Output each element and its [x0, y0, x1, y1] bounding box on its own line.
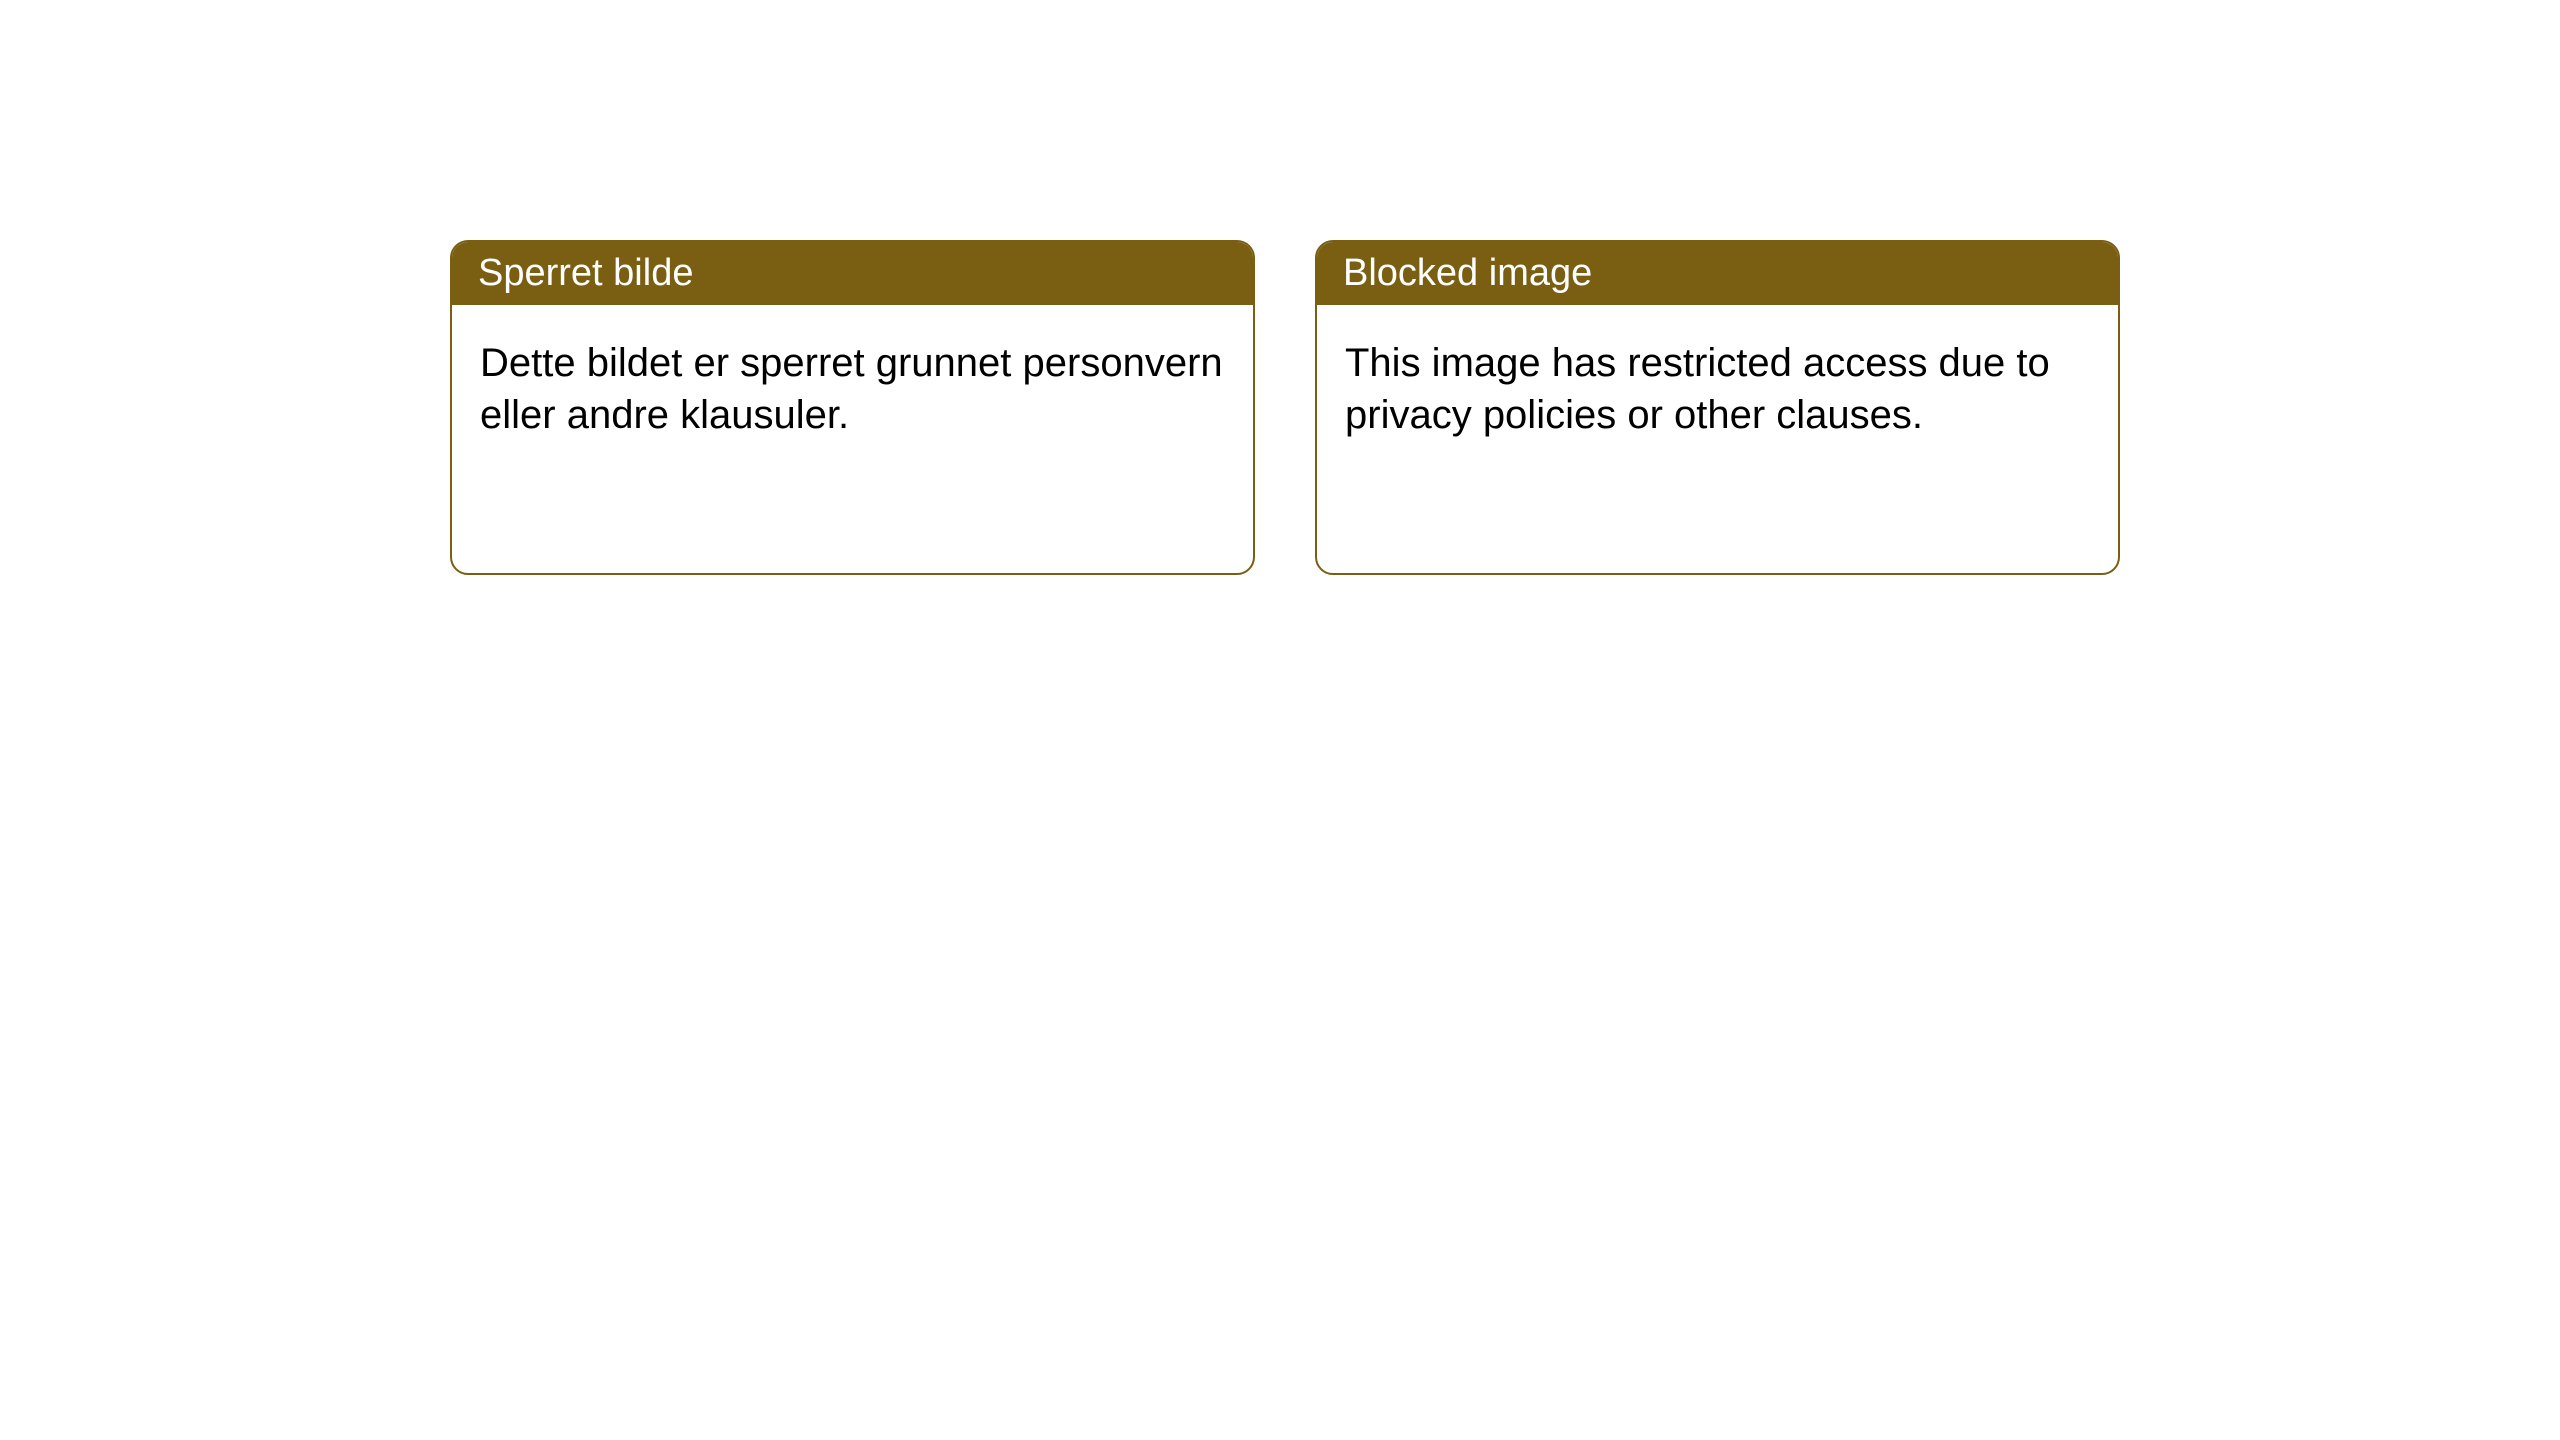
- notice-header: Sperret bilde: [452, 242, 1253, 305]
- notice-body: Dette bildet er sperret grunnet personve…: [452, 305, 1253, 473]
- notice-body: This image has restricted access due to …: [1317, 305, 2118, 473]
- notice-container: Sperret bilde Dette bildet er sperret gr…: [0, 0, 2560, 575]
- notice-header: Blocked image: [1317, 242, 2118, 305]
- notice-card-english: Blocked image This image has restricted …: [1315, 240, 2120, 575]
- notice-card-norwegian: Sperret bilde Dette bildet er sperret gr…: [450, 240, 1255, 575]
